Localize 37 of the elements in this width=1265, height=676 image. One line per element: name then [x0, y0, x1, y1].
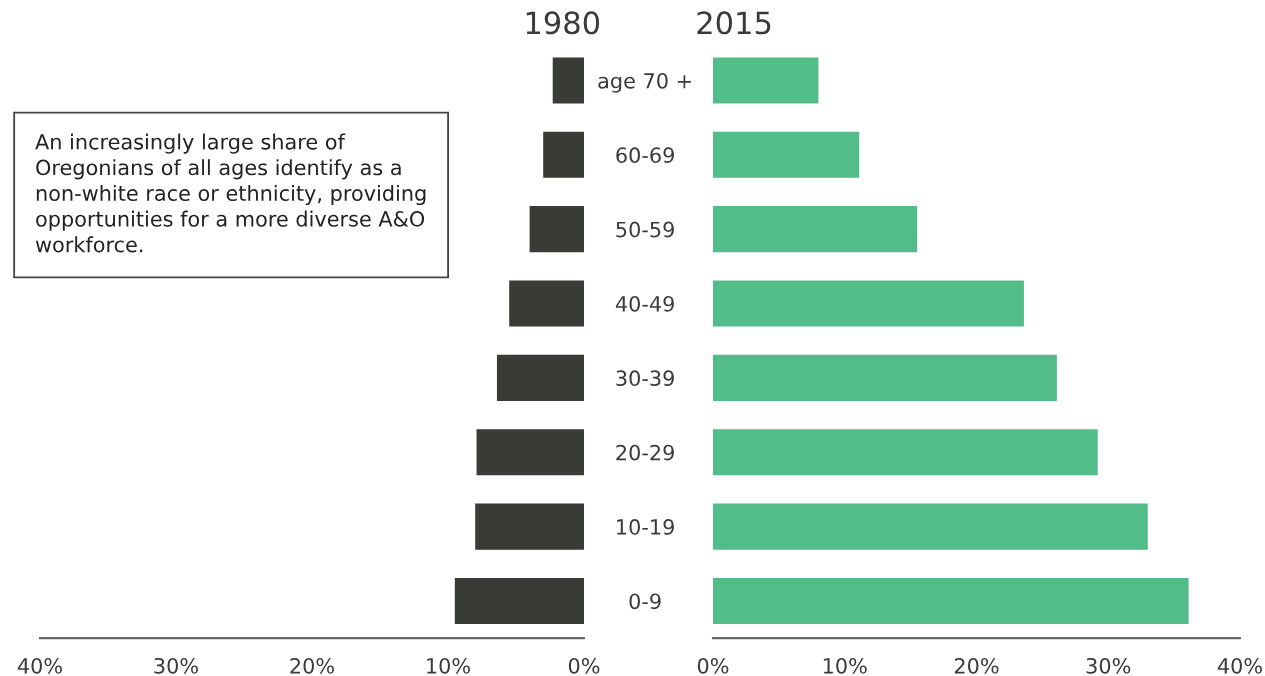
x-tick-label: 20%	[954, 657, 999, 674]
bar	[713, 206, 918, 253]
y-tick-label: 60-69	[616, 147, 674, 164]
y-tick-label: 20-29	[616, 444, 674, 461]
x-tick-label: 30%	[154, 657, 198, 674]
chart-title: 2015	[697, 11, 771, 35]
bar	[713, 429, 1098, 476]
x-tick-label: 0%	[568, 657, 600, 674]
x-tick-label: 10%	[427, 657, 470, 674]
y-tick-label: 40-49	[615, 295, 674, 312]
bar	[509, 280, 584, 327]
bar	[713, 280, 1024, 327]
bar	[529, 206, 584, 253]
bar	[713, 577, 1189, 625]
y-tick-label: age 70 +	[598, 72, 691, 93]
x-tick-label: 40%	[1217, 657, 1262, 674]
x-tick-label: 20%	[290, 657, 334, 674]
bar	[454, 577, 584, 625]
x-tick-label: 10%	[823, 657, 867, 674]
x-tick-label: 30%	[1086, 657, 1131, 674]
bar	[475, 503, 584, 550]
y-tick-label: 30-39	[616, 370, 674, 387]
chart-title: 1980	[526, 11, 600, 35]
bar	[496, 354, 584, 401]
bar	[713, 503, 1148, 550]
bar	[713, 57, 819, 104]
bar	[476, 429, 584, 476]
y-tick-label: 10-19	[617, 519, 674, 535]
y-tick-label: 50-59	[616, 221, 674, 238]
x-tick-label: 0%	[697, 657, 729, 674]
y-tick-label: 0-9	[629, 593, 661, 610]
x-tick-label: 40%	[17, 657, 62, 674]
bar	[713, 354, 1057, 401]
bar	[713, 131, 860, 178]
annotation: An increasingly large share of Oregonians of all ages identify as a non-white race or ethnicity, providing opportunities for a more diverse A&O workforce.	[35, 133, 426, 253]
bar	[552, 57, 584, 104]
bar	[543, 131, 584, 178]
